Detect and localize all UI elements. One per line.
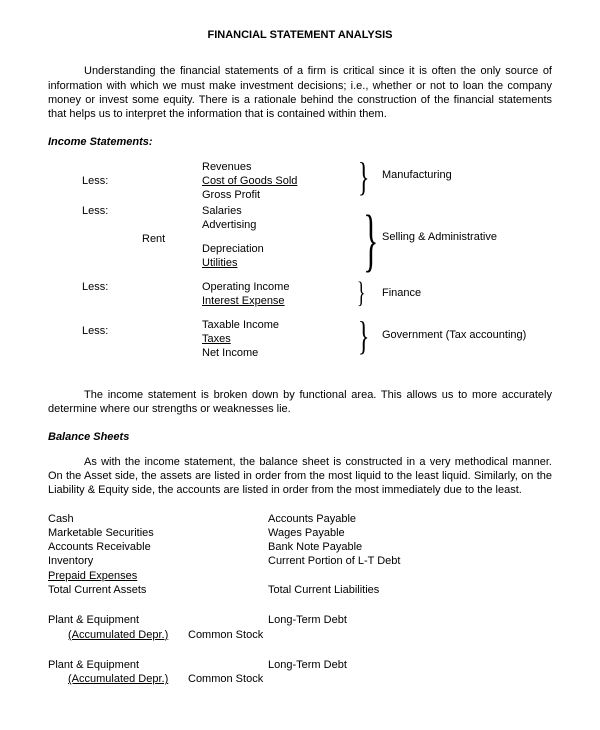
less-label: Less:: [82, 204, 108, 218]
accumulated-depr-row: (Accumulated Depr.): [68, 629, 168, 641]
depreciation-row: Depreciation: [202, 242, 264, 256]
curly-brace-icon: }: [358, 157, 370, 197]
long-term-debt-row: Long-Term Debt: [268, 613, 498, 627]
utilities-row: Utilities: [202, 256, 237, 270]
common-stock-row: Common Stock: [188, 672, 418, 686]
less-label: Less:: [82, 324, 108, 338]
income-statement-grid: Less: Less: Less: Less: Rent Revenues Co…: [82, 160, 552, 372]
document-title: FINANCIAL STATEMENT ANALYSIS: [48, 28, 552, 42]
inventory-row: Inventory: [48, 554, 268, 568]
advertising-row: Advertising: [202, 218, 256, 232]
plant-equipment-row: Plant & Equipment: [48, 613, 268, 627]
prepaid-expenses-row: Prepaid Expenses: [48, 569, 268, 583]
selling-admin-category: Selling & Administrative: [382, 230, 497, 244]
curly-brace-icon: }: [357, 278, 366, 308]
finance-category: Finance: [382, 286, 421, 300]
curly-brace-icon: }: [358, 316, 370, 356]
taxes-row: Taxes: [202, 332, 231, 346]
liabilities-column: Accounts Payable Wages Payable Bank Note…: [268, 512, 498, 598]
marketable-securities-row: Marketable Securities: [48, 526, 268, 540]
accounts-payable-row: Accounts Payable: [268, 512, 498, 526]
curly-brace-icon: }: [363, 206, 378, 276]
current-portion-lt-debt-row: Current Portion of L-T Debt: [268, 554, 498, 568]
gross-profit-row: Gross Profit: [202, 188, 260, 202]
income-statements-heading: Income Statements:: [48, 135, 552, 149]
operating-income-row: Operating Income: [202, 280, 289, 294]
total-current-liabilities-row: Total Current Liabilities: [268, 583, 498, 597]
cogs-row: Cost of Goods Sold: [202, 174, 297, 188]
net-income-row: Net Income: [202, 346, 258, 360]
plant-equipment-block-1: Plant & Equipment Long-Term Debt (Accumu…: [48, 613, 552, 642]
total-current-assets-row: Total Current Assets: [48, 583, 268, 597]
plant-equipment-block-2: Plant & Equipment Long-Term Debt (Accumu…: [48, 658, 552, 687]
long-term-debt-row: Long-Term Debt: [268, 658, 498, 672]
balance-sheet-columns: Cash Marketable Securities Accounts Rece…: [48, 512, 552, 598]
interest-expense-row: Interest Expense: [202, 294, 285, 308]
government-category: Government (Tax accounting): [382, 328, 526, 342]
intro-paragraph: Understanding the financial statements o…: [48, 64, 552, 121]
income-explanation-paragraph: The income statement is broken down by f…: [48, 388, 552, 417]
bank-note-payable-row: Bank Note Payable: [268, 540, 498, 554]
balance-sheets-heading: Balance Sheets: [48, 430, 552, 444]
manufacturing-category: Manufacturing: [382, 168, 452, 182]
salaries-row: Salaries: [202, 204, 242, 218]
less-label: Less:: [82, 280, 108, 294]
assets-column: Cash Marketable Securities Accounts Rece…: [48, 512, 268, 598]
accumulated-depr-row: (Accumulated Depr.): [68, 673, 168, 685]
plant-equipment-row: Plant & Equipment: [48, 658, 268, 672]
revenues-row: Revenues: [202, 160, 252, 174]
accounts-receivable-row: Accounts Receivable: [48, 540, 268, 554]
rent-label: Rent: [142, 232, 165, 246]
wages-payable-row: Wages Payable: [268, 526, 498, 540]
taxable-income-row: Taxable Income: [202, 318, 279, 332]
balance-explanation-paragraph: As with the income statement, the balanc…: [48, 455, 552, 498]
document-page: FINANCIAL STATEMENT ANALYSIS Understandi…: [0, 0, 600, 723]
less-label: Less:: [82, 174, 108, 188]
common-stock-row: Common Stock: [188, 628, 418, 642]
cash-row: Cash: [48, 512, 268, 526]
